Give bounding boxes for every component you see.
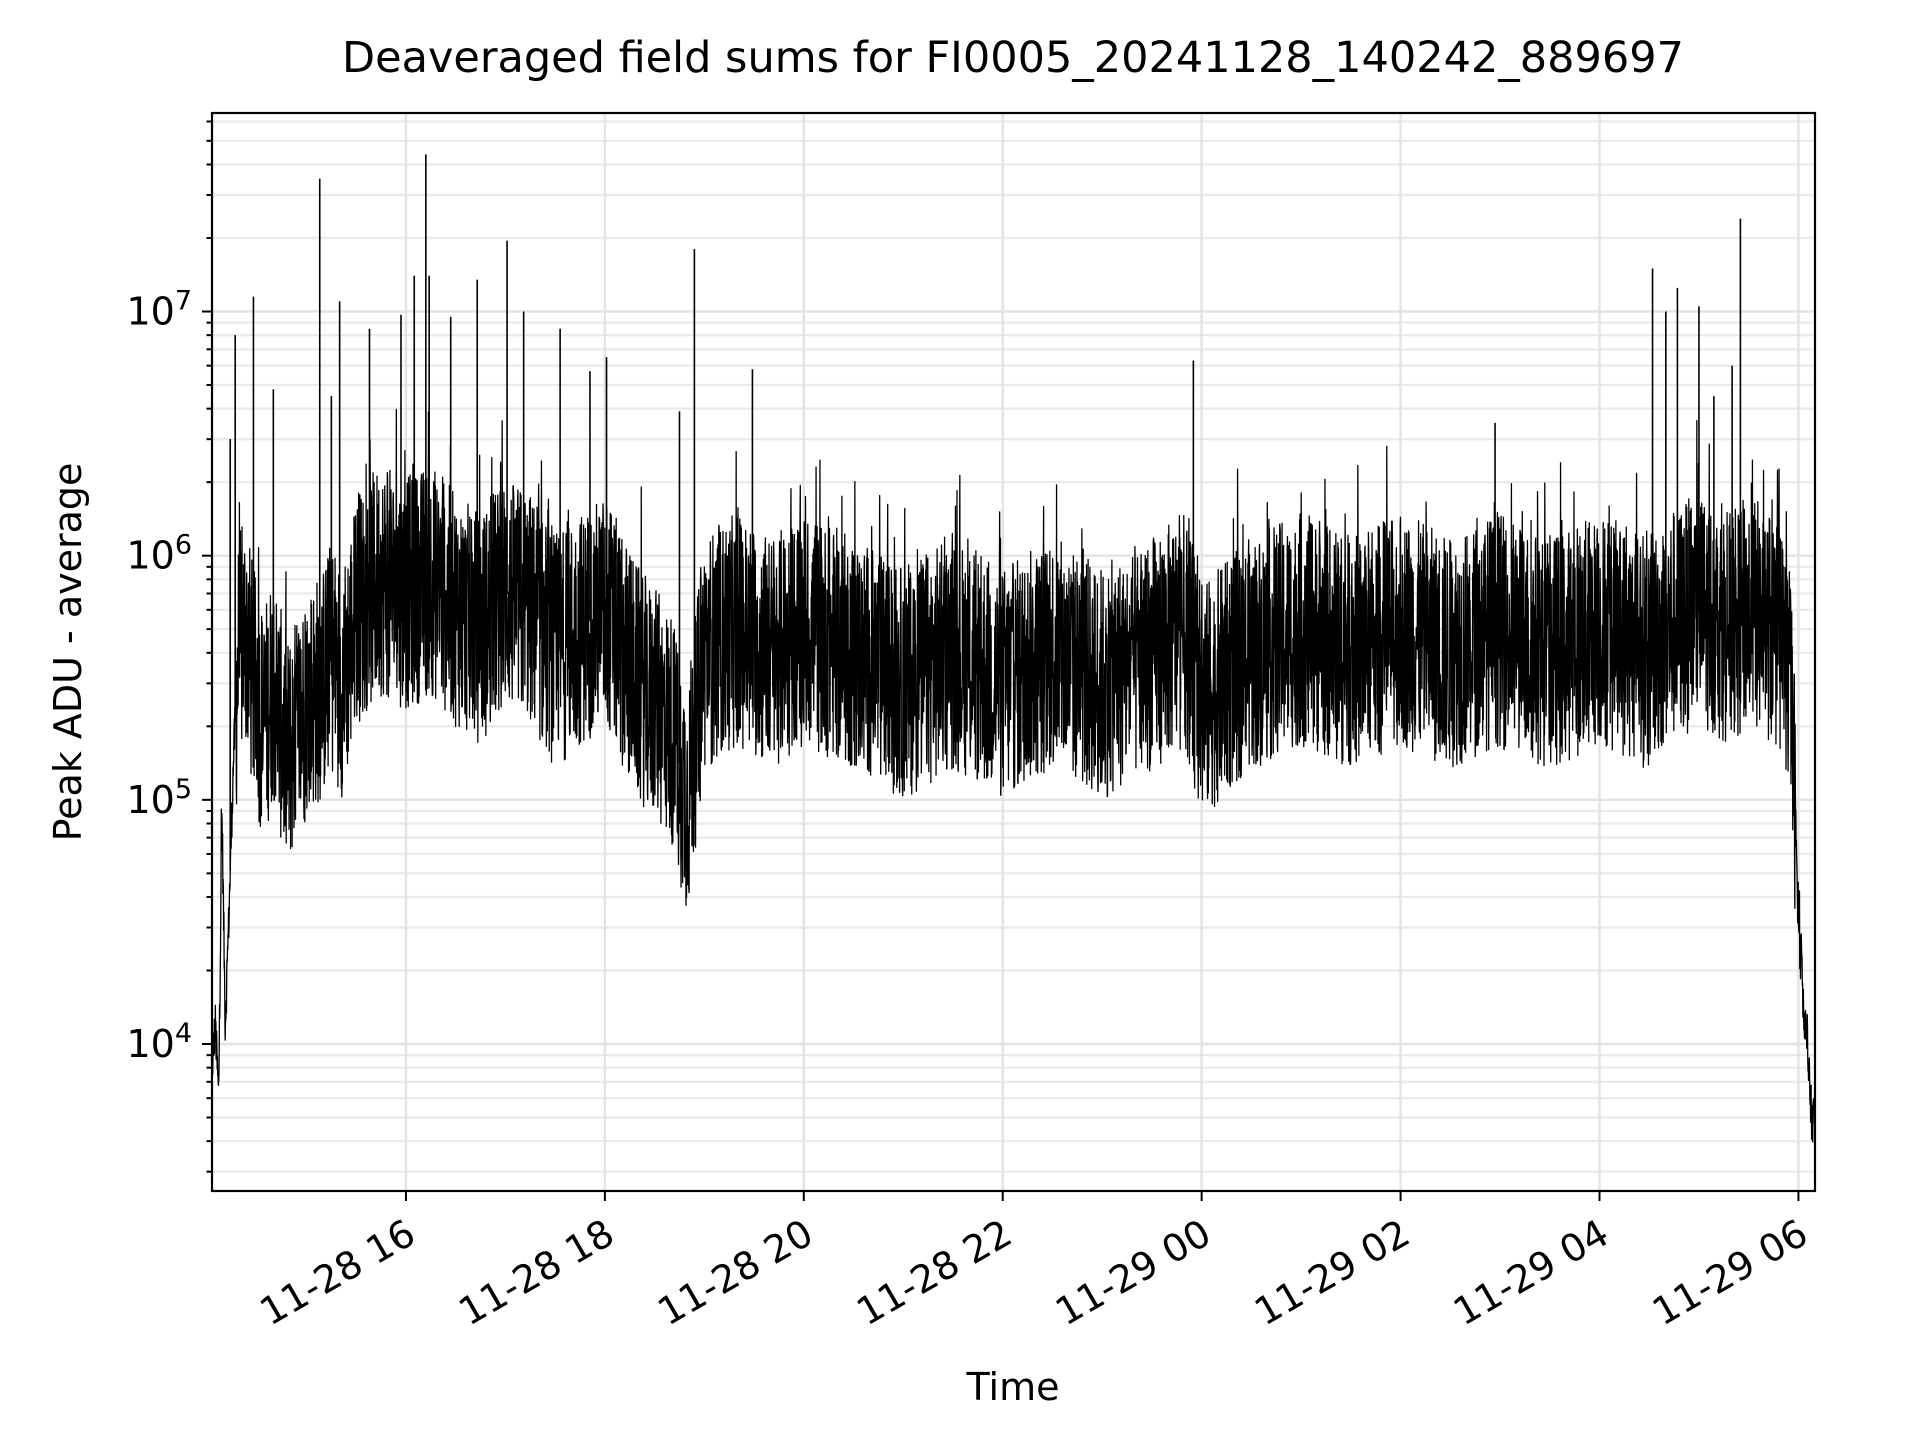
- chart-title: Deaveraged field sums for FI0005_2024112…: [342, 33, 1684, 83]
- y-axis: 104 105 106 107: [126, 120, 212, 1173]
- y-tick-label: 104: [126, 1018, 192, 1066]
- plot-data: [211, 154, 1816, 1143]
- y-tick-label: 106: [126, 530, 192, 578]
- series-line: [211, 408, 1816, 1143]
- y-axis-label: Peak ADU - average: [46, 463, 90, 842]
- x-axis-label: Time: [966, 1365, 1060, 1409]
- y-tick-label: 105: [126, 774, 192, 822]
- y-tick-label: 107: [126, 285, 192, 333]
